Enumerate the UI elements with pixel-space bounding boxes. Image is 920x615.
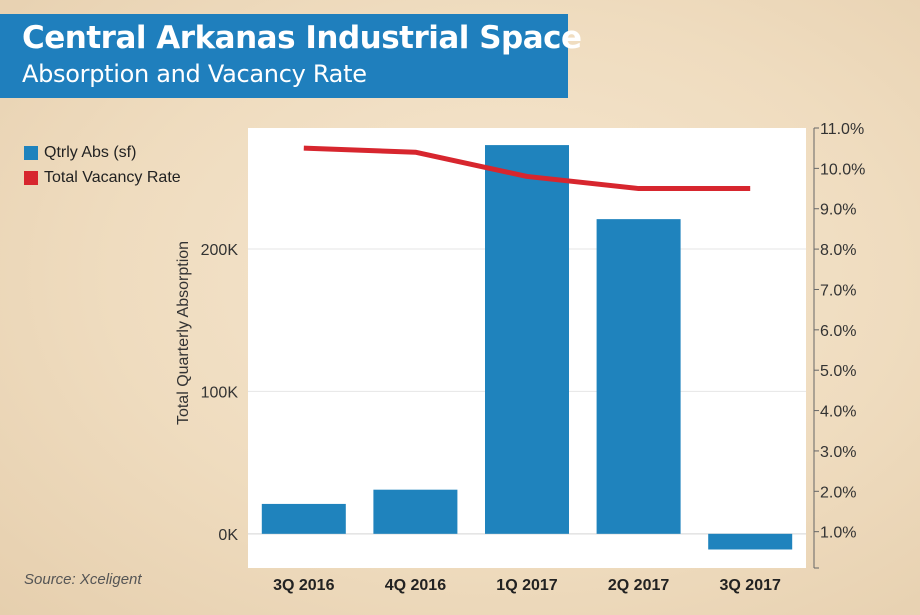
- source-note: Source: Xceligent: [24, 571, 142, 588]
- x-category-label: 2Q 2017: [608, 577, 669, 594]
- chart-title: Central Arkanas Industrial Space: [22, 20, 582, 56]
- x-category-label: 3Q 2017: [720, 577, 781, 594]
- line-layer: [303, 145, 751, 192]
- y-right-tick-label: 3.0%: [820, 444, 856, 461]
- y-right-tick-label: 1.0%: [820, 525, 856, 542]
- legend-label-absorption: Qtrly Abs (sf): [44, 144, 137, 161]
- legend-swatch-vacancy: [24, 171, 38, 185]
- y-left-tick-label: 100K: [201, 384, 239, 401]
- bar-layer: [261, 145, 793, 550]
- x-category-label: 3Q 2016: [273, 577, 334, 594]
- y-right-tick-label: 4.0%: [820, 404, 856, 421]
- legend-item-absorption: Qtrly Abs (sf): [24, 141, 181, 165]
- y-right-tick-label: 10.0%: [820, 161, 865, 178]
- y-right-tick-label: 2.0%: [820, 484, 856, 501]
- legend-item-vacancy: Total Vacancy Rate: [24, 166, 181, 190]
- legend-label-vacancy: Total Vacancy Rate: [44, 169, 181, 186]
- y-right-tick-label: 7.0%: [820, 282, 856, 299]
- bar-absorption: [373, 489, 458, 534]
- bar-absorption: [708, 533, 793, 550]
- axis-layer: 0K 100K 200K 1.0% 2.0% 3.0% 4.0% 5.0% 6.0% 7.0% 8.…: [201, 121, 866, 594]
- y-axis-label: Total Quarterly Absorption: [175, 241, 192, 425]
- x-category-label: 1Q 2017: [496, 577, 557, 594]
- bar-absorption: [261, 503, 346, 534]
- y-left-tick-label: 0K: [218, 527, 238, 544]
- legend: Qtrly Abs (sf) Total Vacancy Rate: [24, 141, 181, 191]
- bar-absorption: [485, 145, 569, 534]
- y-right-tick-label: 11.0%: [820, 121, 864, 138]
- y-right-tick-label: 8.0%: [820, 242, 856, 259]
- y-right-tick-label: 5.0%: [820, 363, 856, 380]
- chart-subtitle: Absorption and Vacancy Rate: [22, 60, 367, 88]
- title-banner: Central Arkanas Industrial Space Absorpt…: [0, 14, 582, 98]
- x-category-label: 4Q 2016: [385, 577, 446, 594]
- legend-swatch-absorption: [24, 146, 38, 160]
- y-left-tick-label: 200K: [201, 242, 239, 259]
- y-right-tick-label: 9.0%: [820, 202, 856, 219]
- y-right-tick-label: 6.0%: [820, 323, 856, 340]
- bar-absorption: [596, 219, 681, 534]
